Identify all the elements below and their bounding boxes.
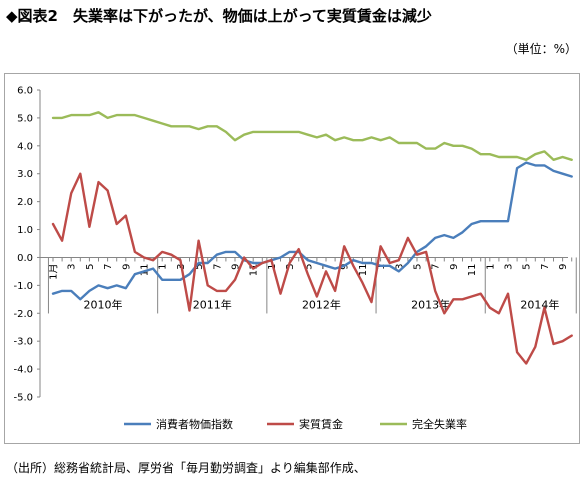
legend-label: 完全失業率 xyxy=(412,417,467,431)
series-line xyxy=(51,111,573,162)
month-tick-label: 5 xyxy=(413,263,424,269)
month-tick-label: 9 xyxy=(231,263,242,269)
legend-label: 実質賃金 xyxy=(299,417,343,431)
month-tick-label: 11 xyxy=(140,263,151,276)
unit-label: （単位：%） xyxy=(505,42,577,56)
month-tick-label: 5 xyxy=(522,263,533,269)
y-tick-label: -1.0 xyxy=(13,281,33,292)
y-tick-label: -2.0 xyxy=(13,309,33,320)
series-line xyxy=(51,161,573,301)
year-label: 2012年 xyxy=(302,297,341,311)
y-tick-label: 0.0 xyxy=(17,253,33,264)
y-tick-label: 6.0 xyxy=(17,86,33,97)
month-tick-label: 3 xyxy=(394,263,405,269)
month-tick-label: 9 xyxy=(121,263,132,269)
month-tick-label: 11 xyxy=(358,263,369,276)
y-tick-label: 2.0 xyxy=(17,197,33,208)
month-tick-label: 11 xyxy=(467,263,478,276)
chart-frame xyxy=(4,73,580,444)
month-tick-label: 3 xyxy=(504,263,515,269)
month-tick-label: 5 xyxy=(303,263,314,269)
year-label: 2013年 xyxy=(411,297,450,311)
month-tick-label: 7 xyxy=(540,263,551,269)
month-tick-label: 9 xyxy=(558,263,569,269)
y-tick-label: -4.0 xyxy=(13,365,33,376)
month-tick-label: 7 xyxy=(103,263,114,269)
y-tick-label: 3.0 xyxy=(17,169,33,180)
y-tick-label: 4.0 xyxy=(17,141,33,152)
year-label: 2011年 xyxy=(193,297,232,311)
axes: 6.0 5.0 4.0 3.0 2.0 1.0 0.0 -1.0 -2.0 -3.0 -4.0 -5.… xyxy=(13,86,577,404)
month-tick-label: 1 xyxy=(158,263,169,269)
year-label: 2010年 xyxy=(84,297,123,311)
month-tick-label: 5 xyxy=(194,263,205,269)
series-line xyxy=(51,172,573,365)
year-label: 2014年 xyxy=(520,297,559,311)
legend: 消費者物価指数 実質賃金 完全失業率 xyxy=(124,417,467,431)
y-tick-label: -5.0 xyxy=(13,393,33,404)
month-tick-label: 9 xyxy=(449,263,460,269)
month-tick-label: 11 xyxy=(249,263,260,276)
y-tick-label: 1.0 xyxy=(17,225,33,236)
month-tick-label: 7 xyxy=(212,263,223,269)
chart-title: ◆図表2 失業率は下がったが、物価は上がって実質賃金は減少 xyxy=(6,7,432,25)
y-tick-label: 5.0 xyxy=(17,113,33,124)
month-tick-label: 7 xyxy=(431,263,442,269)
month-tick-label: 9 xyxy=(340,263,351,269)
month-tick-label: 5 xyxy=(85,263,96,269)
series-lines xyxy=(51,111,573,365)
month-tick-label: 1 xyxy=(485,263,496,269)
month-tick-label: 3 xyxy=(285,263,296,269)
month-tick-label: 1月 xyxy=(48,263,60,279)
y-tick-label: -3.0 xyxy=(13,337,33,348)
source-note: （出所）総務省統計局、厚労省「毎月勤労調査」より編集部作成、 xyxy=(6,461,366,475)
legend-label: 消費者物価指数 xyxy=(156,417,233,431)
month-tick-label: 3 xyxy=(67,263,78,269)
